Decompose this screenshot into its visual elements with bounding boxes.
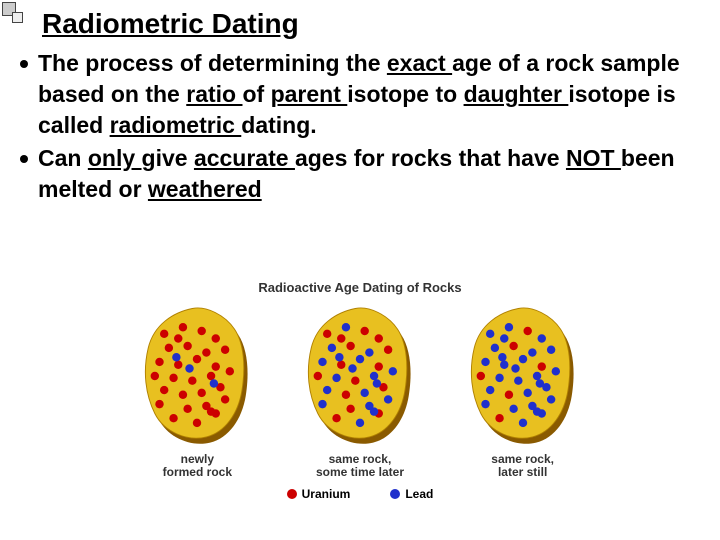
diagram: Radioactive Age Dating of Rocks newly fo… (120, 280, 600, 501)
bullet-1: The process of determining the exact age… (20, 48, 712, 141)
rock-icon (127, 301, 267, 451)
rock-column: same rock, some time later (285, 301, 435, 479)
legend-dot (390, 489, 400, 499)
rock-column: newly formed rock (122, 301, 272, 479)
bullet-dot (20, 60, 28, 68)
legend-dot (287, 489, 297, 499)
slide-title: Radiometric Dating (42, 8, 299, 40)
bullet-2-text: Can only give accurate ages for rocks th… (38, 143, 712, 205)
corner-decoration (0, 0, 30, 30)
bullet-2: Can only give accurate ages for rocks th… (20, 143, 712, 205)
bullet-dot (20, 155, 28, 163)
bullet-list: The process of determining the exact age… (20, 48, 712, 207)
rock-label: same rock, some time later (316, 453, 404, 479)
rock-row: newly formed rock same rock, some time la… (120, 301, 600, 479)
rock-label: same rock, later still (491, 453, 554, 479)
bullet-1-text: The process of determining the exact age… (38, 48, 712, 141)
rock-column: same rock, later still (448, 301, 598, 479)
legend-item: Uranium (287, 487, 351, 501)
legend-item: Lead (390, 487, 433, 501)
legend-label: Uranium (302, 487, 351, 501)
legend: Uranium Lead (120, 487, 600, 501)
rock-icon (290, 301, 430, 451)
diagram-title: Radioactive Age Dating of Rocks (120, 280, 600, 295)
rock-label: newly formed rock (163, 453, 232, 479)
rock-icon (453, 301, 593, 451)
legend-label: Lead (405, 487, 433, 501)
